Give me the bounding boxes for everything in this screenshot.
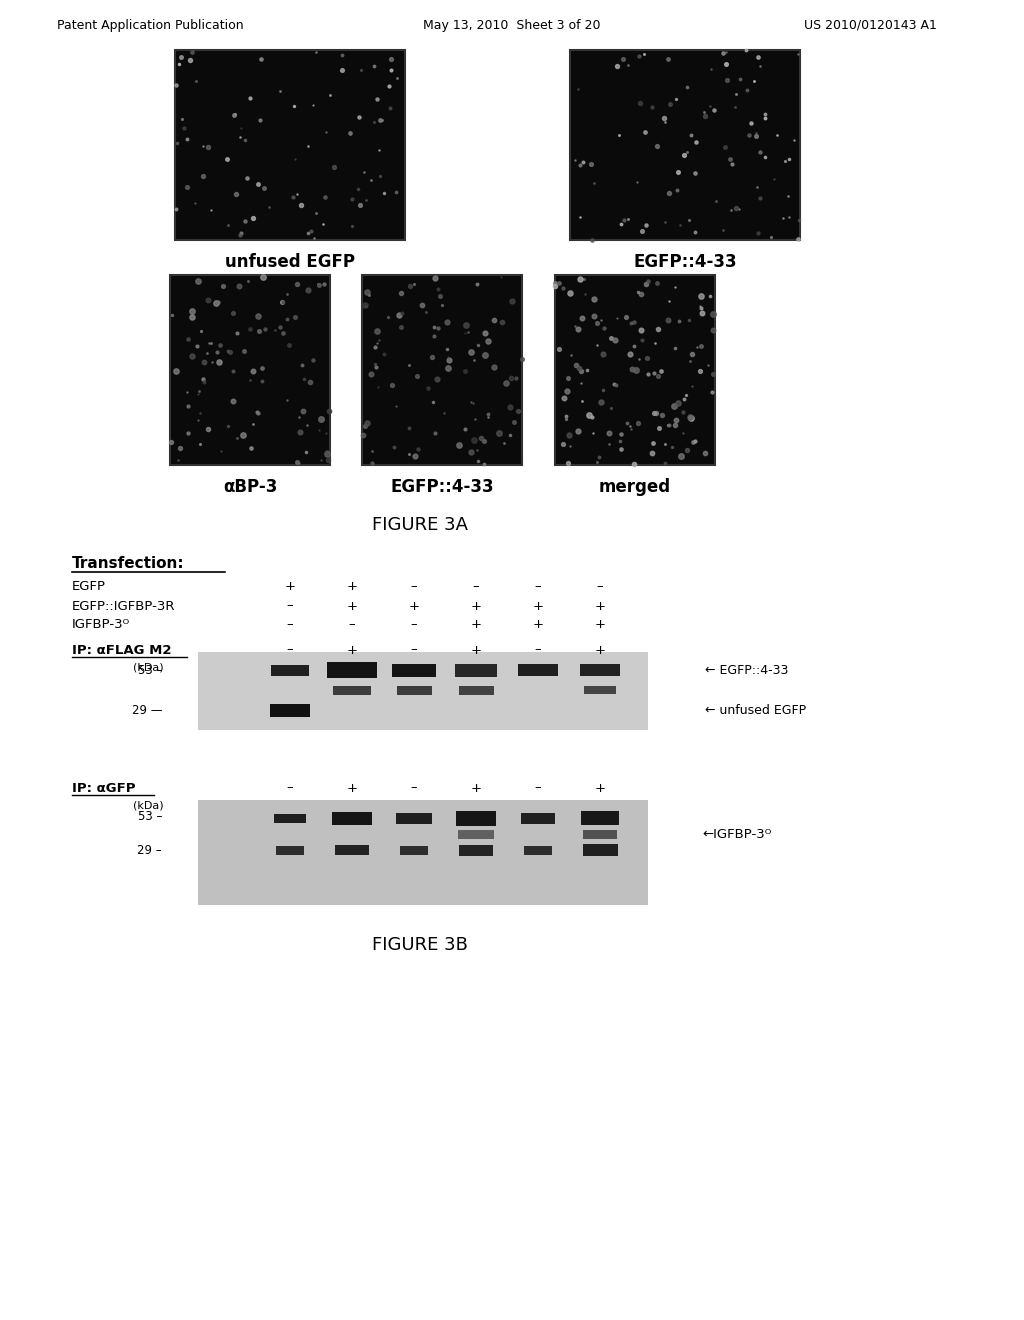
Text: –: – — [411, 581, 418, 594]
Bar — [580, 664, 620, 676]
Text: ← unfused EGFP: ← unfused EGFP — [705, 704, 806, 717]
Text: +: + — [595, 781, 605, 795]
Text: +: + — [532, 599, 544, 612]
Text: US 2010/0120143 A1: US 2010/0120143 A1 — [804, 18, 936, 32]
Text: αBP-3: αBP-3 — [223, 478, 278, 496]
Bar — [459, 845, 493, 855]
Text: +: + — [595, 619, 605, 631]
Text: IP: αFLAG M2: IP: αFLAG M2 — [72, 644, 171, 656]
Text: EGFP::IGFBP-3R: EGFP::IGFBP-3R — [72, 599, 175, 612]
Bar — [270, 704, 310, 717]
Bar — [392, 664, 436, 676]
Text: Patent Application Publication: Patent Application Publication — [56, 18, 244, 32]
Text: +: + — [285, 581, 296, 594]
Text: IGFBP-3ᴼ: IGFBP-3ᴼ — [72, 619, 130, 631]
Text: –: – — [535, 644, 542, 656]
Bar — [396, 813, 432, 824]
Text: May 13, 2010  Sheet 3 of 20: May 13, 2010 Sheet 3 of 20 — [423, 18, 601, 32]
Text: –: – — [287, 619, 293, 631]
Text: unfused EGFP: unfused EGFP — [225, 253, 355, 271]
Text: +: + — [470, 619, 481, 631]
Text: 29 –: 29 – — [137, 845, 162, 858]
Bar — [570, 50, 800, 240]
Bar — [276, 846, 304, 854]
Text: (kDa): (kDa) — [133, 800, 163, 810]
Bar — [583, 829, 617, 838]
Text: +: + — [470, 644, 481, 656]
Text: +: + — [532, 619, 544, 631]
Bar — [170, 275, 330, 465]
Bar — [583, 843, 617, 855]
Text: +: + — [595, 644, 605, 656]
Text: –: – — [535, 781, 542, 795]
Bar — [362, 275, 522, 465]
Text: –: – — [411, 781, 418, 795]
Text: EGFP: EGFP — [72, 581, 106, 594]
Bar — [455, 664, 497, 676]
Text: –: – — [287, 644, 293, 656]
Text: EGFP::4-33: EGFP::4-33 — [390, 478, 494, 496]
Bar — [400, 846, 428, 854]
Text: IP: αGFP: IP: αGFP — [72, 781, 135, 795]
Bar — [396, 685, 431, 694]
Text: 53 –: 53 – — [137, 810, 162, 824]
Bar — [521, 813, 555, 824]
Bar — [524, 846, 552, 854]
Text: –: – — [411, 644, 418, 656]
Text: –: – — [535, 581, 542, 594]
Text: Transfection:: Transfection: — [72, 557, 184, 572]
Bar — [332, 812, 372, 825]
Bar — [198, 800, 648, 906]
Text: (kDa): (kDa) — [133, 663, 163, 672]
Text: FIGURE 3A: FIGURE 3A — [372, 516, 468, 535]
Text: +: + — [595, 599, 605, 612]
Text: –: – — [287, 599, 293, 612]
Bar — [456, 810, 496, 825]
Bar — [198, 652, 648, 730]
Text: +: + — [346, 599, 357, 612]
Bar — [458, 829, 494, 838]
Text: +: + — [409, 599, 420, 612]
Bar — [335, 845, 369, 855]
Text: 29 —: 29 — — [131, 704, 162, 717]
Bar — [271, 664, 309, 676]
Text: +: + — [346, 644, 357, 656]
Text: +: + — [470, 781, 481, 795]
Bar — [581, 810, 618, 825]
Text: –: – — [473, 581, 479, 594]
Text: EGFP::4-33: EGFP::4-33 — [633, 253, 737, 271]
Text: 53 –: 53 – — [137, 664, 162, 676]
Text: merged: merged — [599, 478, 671, 496]
Text: +: + — [346, 581, 357, 594]
Text: ←IGFBP-3ᴼ: ←IGFBP-3ᴼ — [702, 828, 771, 841]
Text: –: – — [349, 619, 355, 631]
Text: –: – — [287, 781, 293, 795]
Bar — [333, 685, 371, 694]
Text: ← EGFP::4-33: ← EGFP::4-33 — [705, 664, 788, 676]
Bar — [555, 275, 715, 465]
Bar — [459, 685, 494, 694]
Bar — [518, 664, 558, 676]
Text: +: + — [346, 781, 357, 795]
Text: FIGURE 3B: FIGURE 3B — [372, 936, 468, 954]
Bar — [175, 50, 406, 240]
Bar — [274, 813, 306, 822]
Bar — [584, 686, 616, 694]
Text: –: – — [597, 581, 603, 594]
Text: +: + — [470, 599, 481, 612]
Text: –: – — [411, 619, 418, 631]
Bar — [327, 663, 377, 678]
